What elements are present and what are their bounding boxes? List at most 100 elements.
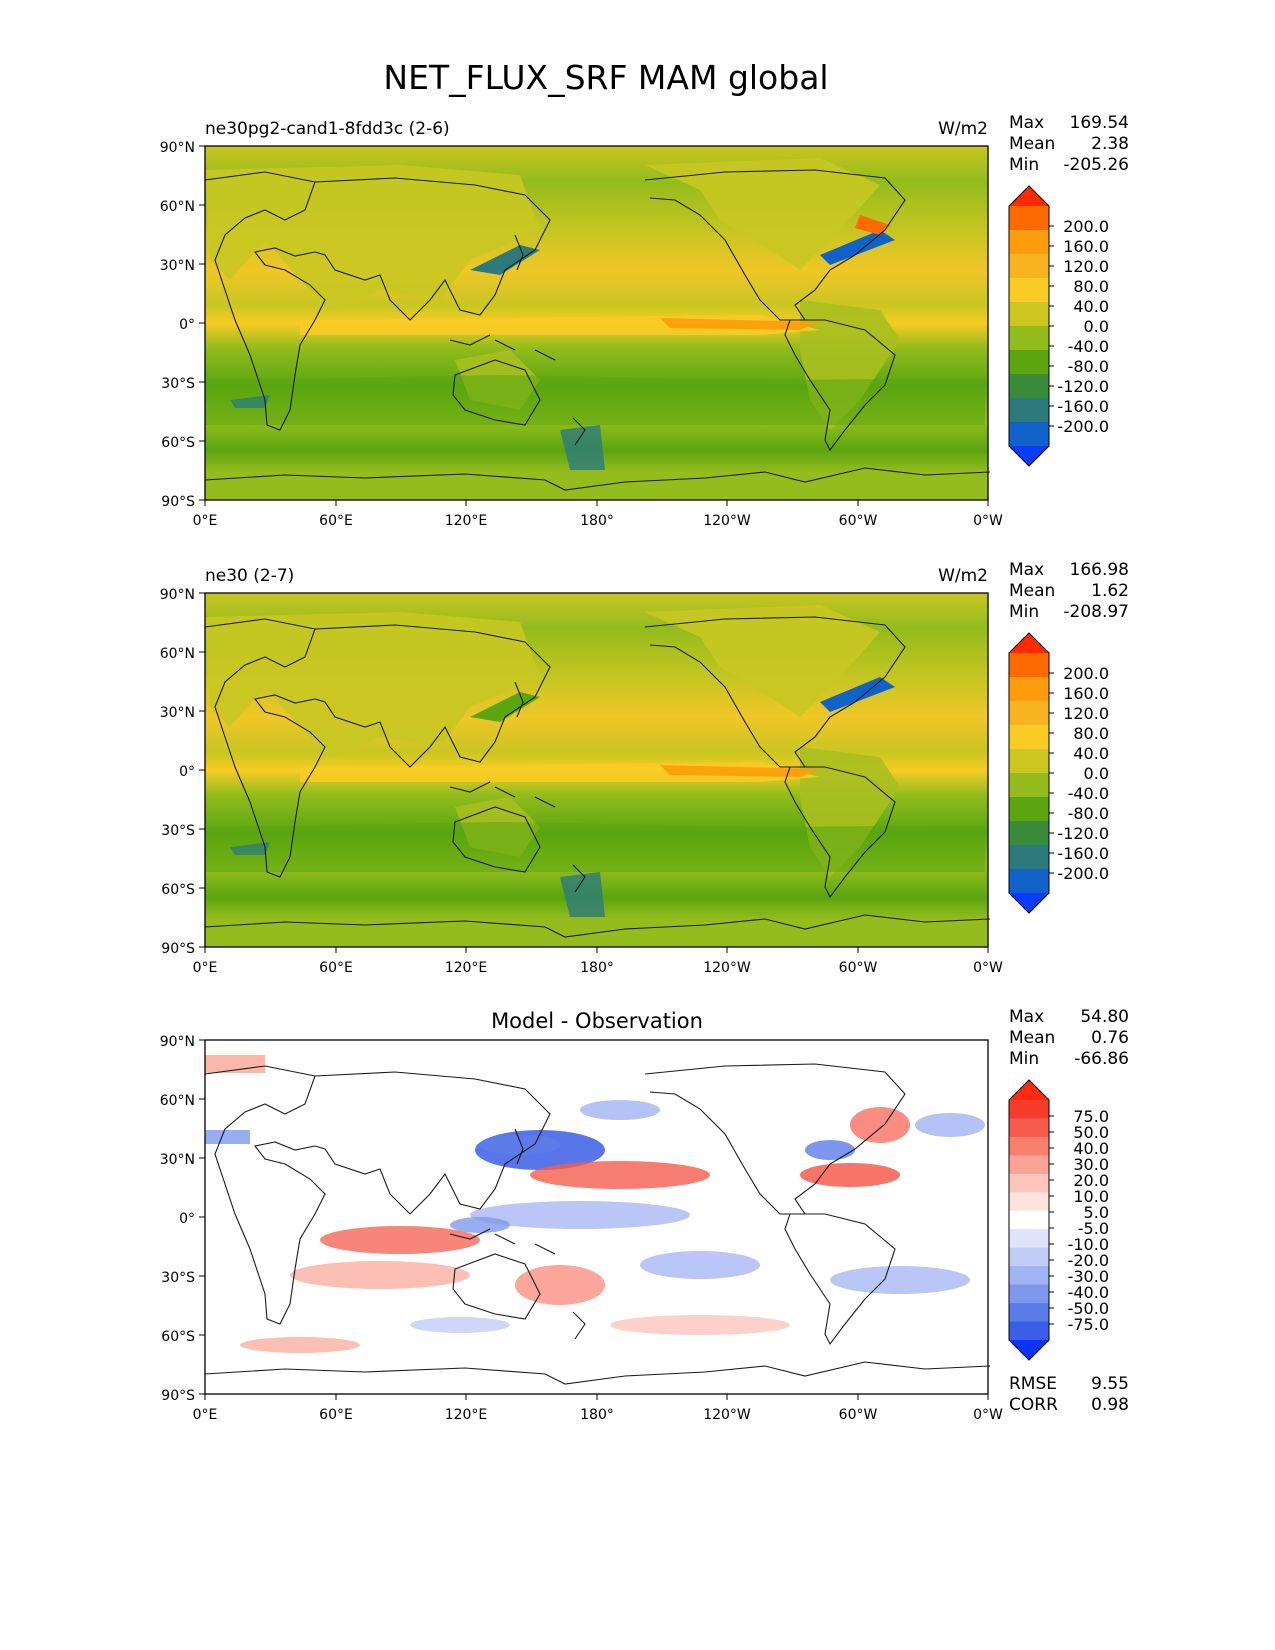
svg-text:Min: Min — [1009, 155, 1039, 175]
svg-text:60°S: 60°S — [161, 435, 195, 451]
panel-2-map — [204, 592, 991, 948]
svg-text:90°S: 90°S — [161, 494, 195, 510]
svg-text:0°E: 0°E — [193, 513, 218, 529]
colorbar-label: -160.0 — [1057, 844, 1109, 863]
svg-text:120°E: 120°E — [445, 960, 488, 976]
colorbar-segment — [1009, 350, 1049, 375]
svg-text:60°N: 60°N — [160, 199, 195, 215]
panel-3-map — [204, 1039, 991, 1395]
colorbar-segment — [1009, 653, 1049, 678]
svg-text:180°: 180° — [580, 513, 614, 529]
svg-text:Min: Min — [1009, 602, 1039, 622]
colorbar-segment — [1009, 1136, 1049, 1156]
colorbar-label: 75.0 — [1073, 1107, 1109, 1126]
svg-text:120°W: 120°W — [703, 960, 751, 976]
colorbar-label: 5.0 — [1084, 1203, 1109, 1222]
colorbar-segment — [1009, 254, 1049, 279]
svg-text:-66.86: -66.86 — [1074, 1049, 1129, 1069]
colorbar-label: -75.0 — [1068, 1315, 1109, 1334]
svg-text:CORR: CORR — [1009, 1395, 1058, 1415]
colorbar-outline — [1008, 632, 1050, 914]
svg-text:30°S: 30°S — [161, 823, 195, 839]
panel-1: ne30pg2-cand1-8fdd3c (2-6) W/m2 90°N 60°… — [160, 113, 1129, 529]
colorbar-segment — [1009, 1266, 1049, 1286]
colorbar-segment — [1009, 1303, 1049, 1323]
colorbar-label: 120.0 — [1063, 704, 1109, 723]
colorbar-segment — [1009, 677, 1049, 702]
svg-text:60°E: 60°E — [319, 960, 353, 976]
svg-text:Mean: Mean — [1009, 134, 1055, 154]
svg-text:Mean: Mean — [1009, 1028, 1055, 1048]
svg-text:180°: 180° — [580, 1407, 614, 1423]
svg-text:60°E: 60°E — [319, 1407, 353, 1423]
svg-text:0°: 0° — [179, 317, 195, 333]
colorbar-segment — [1009, 1321, 1049, 1341]
colorbar-segment — [1009, 821, 1049, 846]
colorbar-segment — [1009, 302, 1049, 327]
figure-title: NET_FLUX_SRF MAM global — [383, 58, 828, 97]
colorbar-label: 30.0 — [1073, 1155, 1109, 1174]
svg-text:0°W: 0°W — [973, 513, 1003, 529]
panel-2-lat-axis: 90°N 60°N 30°N 0° 30°S 60°S 90°S — [160, 587, 205, 957]
svg-text:-205.26: -205.26 — [1063, 155, 1129, 175]
colorbar-label: 120.0 — [1063, 257, 1109, 276]
svg-text:90°S: 90°S — [161, 941, 195, 957]
colorbar-label: 10.0 — [1073, 1187, 1109, 1206]
colorbar-extend-bottom — [1009, 446, 1049, 466]
panel-1-map — [204, 145, 991, 501]
svg-text:30°N: 30°N — [160, 258, 195, 274]
panel-3-lon-axis: 0°E 60°E 120°E 180° 120°W 60°W 0°W — [193, 1394, 1003, 1423]
svg-text:0°E: 0°E — [193, 960, 218, 976]
colorbar-segment — [1009, 749, 1049, 774]
colorbar-label: 40.0 — [1073, 297, 1109, 316]
colorbar-extend-bottom — [1009, 893, 1049, 913]
svg-text:Max: Max — [1009, 113, 1044, 133]
colorbar-segment — [1009, 845, 1049, 870]
panel-3-stats: Max 54.80 Mean 0.76 Min -66.86 — [1009, 1007, 1129, 1069]
colorbar-label: 160.0 — [1063, 237, 1109, 256]
svg-text:60°N: 60°N — [160, 1093, 195, 1109]
colorbar-label: 40.0 — [1073, 744, 1109, 763]
colorbar-label: -50.0 — [1068, 1299, 1109, 1318]
colorbar-label: -80.0 — [1068, 804, 1109, 823]
svg-text:180°: 180° — [580, 960, 614, 976]
colorbar-segment — [1009, 1284, 1049, 1304]
colorbar-label: 80.0 — [1073, 724, 1109, 743]
svg-text:Min: Min — [1009, 1049, 1039, 1069]
svg-text:60°W: 60°W — [839, 513, 878, 529]
colorbar-label: 80.0 — [1073, 277, 1109, 296]
svg-text:60°W: 60°W — [839, 1407, 878, 1423]
panel-1-colorbar: 200.0160.0120.080.040.00.0-40.0-80.0-120… — [1008, 185, 1109, 467]
colorbar-segment — [1009, 1100, 1049, 1119]
colorbar-segment — [1009, 1118, 1049, 1138]
colorbar-label: -30.0 — [1068, 1267, 1109, 1286]
panel-2-lon-axis: 0°E 60°E 120°E 180° 120°W 60°W 0°W — [193, 947, 1003, 976]
svg-text:0.98: 0.98 — [1091, 1395, 1129, 1415]
svg-text:30°N: 30°N — [160, 705, 195, 721]
panel-3-center-title: Model - Observation — [491, 1009, 703, 1033]
colorbar-label: 50.0 — [1073, 1123, 1109, 1142]
svg-text:120°E: 120°E — [445, 1407, 488, 1423]
colorbar-outline — [1008, 185, 1050, 467]
svg-text:60°N: 60°N — [160, 646, 195, 662]
colorbar-segment — [1009, 422, 1049, 447]
colorbar-extend-top — [1009, 1080, 1049, 1100]
svg-text:54.80: 54.80 — [1080, 1007, 1129, 1027]
colorbar-label: -40.0 — [1068, 337, 1109, 356]
panel-3-error-stats: RMSE 9.55 CORR 0.98 — [1009, 1374, 1129, 1415]
colorbar-segment — [1009, 1247, 1049, 1267]
panel-1-lat-axis: 90°N 60°N 30°N 0° 30°S 60°S 90°S — [160, 140, 205, 510]
colorbar-segment — [1009, 797, 1049, 822]
svg-text:120°W: 120°W — [703, 1407, 751, 1423]
colorbar-segment — [1009, 773, 1049, 798]
colorbar-label: -40.0 — [1068, 784, 1109, 803]
colorbar-label: 200.0 — [1063, 664, 1109, 683]
panel-1-units: W/m2 — [938, 119, 988, 139]
colorbar-label: -120.0 — [1057, 377, 1109, 396]
svg-text:0.76: 0.76 — [1091, 1028, 1129, 1048]
colorbar-extend-top — [1009, 633, 1049, 653]
svg-text:60°S: 60°S — [161, 882, 195, 898]
colorbar-segment — [1009, 206, 1049, 231]
colorbar-label: 40.0 — [1073, 1139, 1109, 1158]
colorbar-segment — [1009, 398, 1049, 423]
